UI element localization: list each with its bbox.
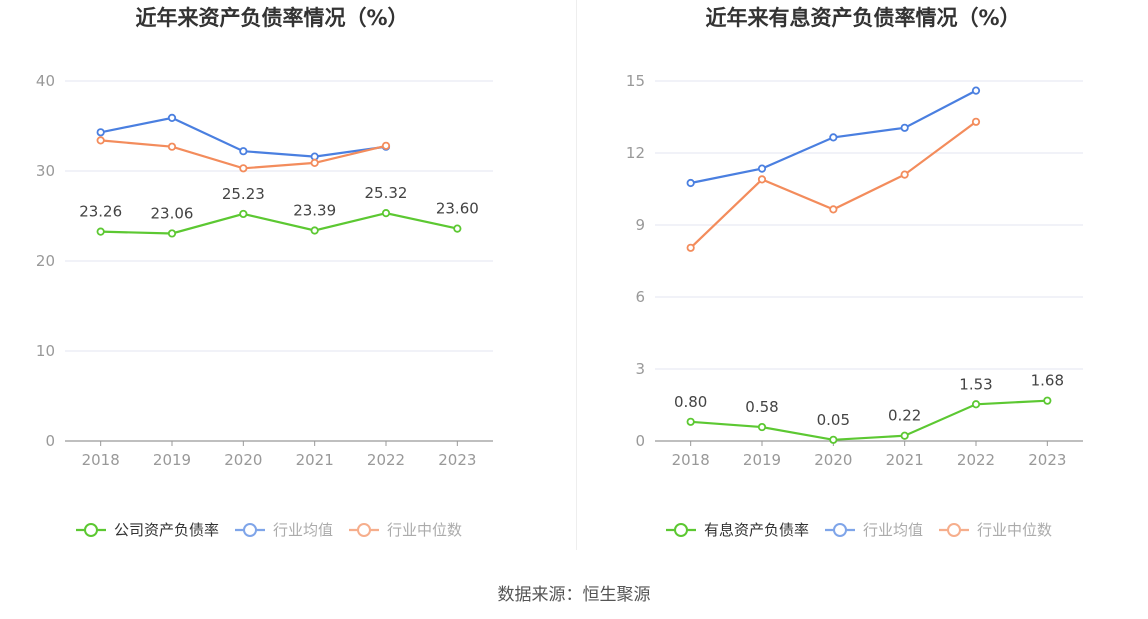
x-tick-label: 2020 [224,451,262,469]
y-tick-label: 10 [36,342,55,360]
legend-label: 有息资产负债率 [704,521,809,539]
data-point-industry_avg [829,133,838,142]
legend-item: 公司资产负债率 [76,521,219,539]
legend-marker [833,523,847,537]
data-point-company [900,431,909,440]
data-point-industry_avg [686,178,695,188]
legend-item: 行业均值 [825,521,923,539]
data-point-industry_avg [900,123,909,132]
data-point-industry_avg [96,128,105,137]
data-point-industry_median [239,164,248,173]
y-tick-label: 0 [45,432,55,450]
y-tick-label: 40 [36,72,55,90]
x-tick-label: 2018 [82,451,120,469]
data-point-industry_median [686,243,695,252]
x-tick-label: 2019 [743,451,781,469]
panel-divider [576,0,577,550]
data-source-note: 数据来源：恒生聚源 [497,585,651,605]
interest-bearing-debt-ratio-chart: 近年来有息资产负债率情况（%） 0 3 6 9 12 15 2018 2019 2020 2021 2… [626,6,1083,539]
data-point-company [239,209,248,219]
data-label: 0.22 [888,407,921,425]
legend-marker [357,523,371,537]
x-tick-label: 2021 [296,451,334,469]
data-point-industry_avg [971,86,981,95]
data-point-company [310,226,319,235]
legend-label: 公司资产负债率 [114,521,219,539]
data-label: 23.06 [151,204,194,222]
x-tick-label: 2019 [153,451,191,469]
data-point-company [381,209,391,218]
data-label: 25.23 [222,185,265,203]
data-point-industry_median [900,170,909,179]
legend-item: 行业中位数 [939,521,1052,539]
data-point-company [757,422,767,432]
y-tick-label: 3 [635,360,645,378]
x-tick-label: 2022 [957,451,995,469]
x-tick-label: 2020 [814,451,852,469]
data-label: 0.58 [745,398,778,416]
data-label: 1.53 [959,375,992,393]
legend-marker [243,523,257,537]
data-point-company [971,400,981,409]
data-point-industry_avg [757,164,767,173]
data-point-industry_avg [167,113,177,123]
data-point-industry_median [829,205,838,214]
legend-marker [84,523,98,537]
chart-title: 近年来有息资产负债率情况（%） [705,6,1020,30]
data-label: 23.26 [79,203,122,221]
y-tick-label: 20 [36,252,55,270]
legend-marker [674,523,688,537]
data-point-company [167,229,177,238]
data-point-industry_median [757,175,767,184]
chart-title: 近年来资产负债率情况（%） [135,6,408,30]
y-tick-label: 30 [36,162,55,180]
data-label: 23.60 [436,200,479,218]
data-label: 23.39 [293,201,336,219]
data-point-company [1043,396,1052,405]
data-point-industry_median [96,136,105,145]
legend-item: 有息资产负债率 [666,521,809,539]
data-label: 25.32 [365,184,408,202]
legend-label: 行业均值 [863,521,923,539]
legend-item: 行业中位数 [349,521,462,539]
y-tick-label: 12 [626,144,645,162]
data-label: 1.68 [1031,372,1064,390]
y-tick-label: 15 [626,72,645,90]
data-point-company [686,417,695,426]
x-tick-label: 2023 [1028,451,1066,469]
y-tick-label: 0 [635,432,645,450]
legend-label: 行业中位数 [977,521,1052,539]
data-point-company [96,227,105,236]
legend-item: 行业均值 [235,521,333,539]
y-tick-label: 6 [635,288,645,306]
data-point-industry_median [381,141,391,150]
data-point-company [453,224,462,233]
data-point-industry_avg [239,147,248,156]
data-label: 0.05 [817,411,850,429]
debt-ratio-chart: 近年来资产负债率情况（%） 0 10 20 30 40 2018 2019 2020 2021 20… [36,6,493,539]
data-point-company [829,435,838,444]
x-tick-label: 2021 [886,451,924,469]
series-line-company [100,211,458,235]
legend-label: 行业中位数 [387,521,462,539]
data-point-industry_median [310,158,319,167]
x-tick-label: 2018 [672,451,710,469]
legend-marker [947,523,961,537]
x-tick-label: 2022 [367,451,405,469]
x-tick-label: 2023 [438,451,476,469]
data-label: 0.80 [674,393,707,411]
data-point-industry_median [167,142,177,151]
y-tick-label: 9 [635,216,645,234]
series-line-company [690,399,1048,441]
data-point-industry_median [971,117,981,126]
legend-label: 行业均值 [273,521,333,539]
